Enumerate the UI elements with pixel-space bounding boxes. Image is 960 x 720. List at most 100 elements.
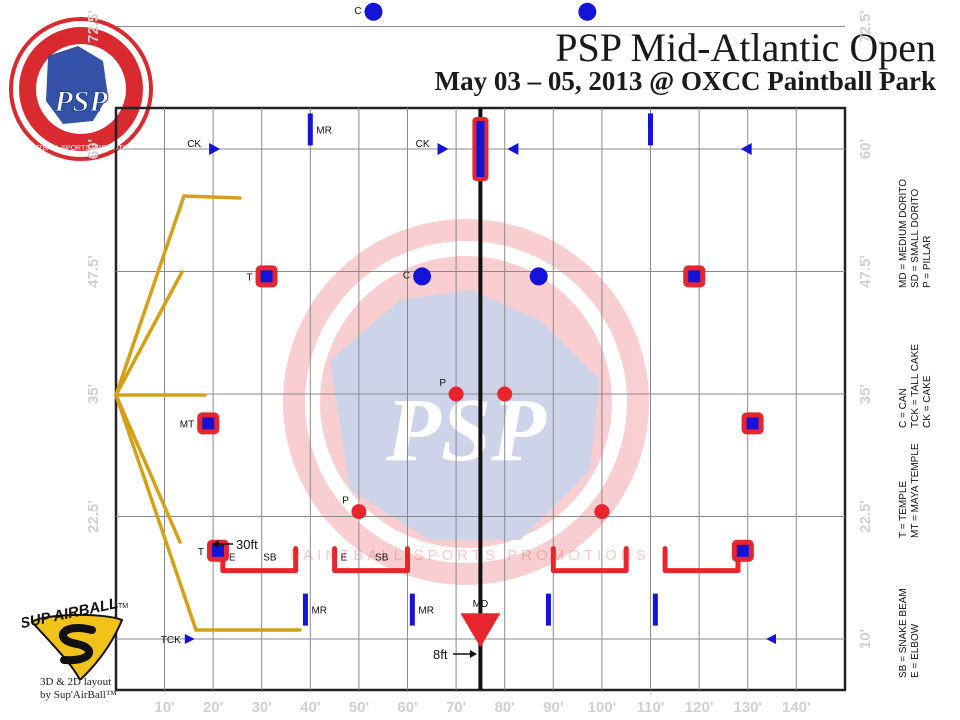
maya-temple (202, 417, 215, 430)
gold-line (114, 270, 184, 397)
y-tick-label-left: 47.5' (85, 255, 102, 288)
gold-line (114, 194, 186, 397)
mini-rail (302, 593, 308, 626)
legend-item: T = TEMPLE (898, 481, 909, 538)
legend-item: MT = MAYA TEMPLE (910, 443, 921, 538)
legend-item: SB = SNAKE BEAM (898, 588, 909, 678)
y-tick-label-left: 60' (85, 139, 102, 159)
snake-beam: E SB (220, 546, 299, 574)
x-tick-label: 60' (397, 699, 417, 716)
snake-beam-label: SB (263, 553, 277, 564)
psp-logo: PSP PAINTBALL SPORTS PROMOTIONS (9, 17, 153, 161)
page-subtitle: May 03 – 05, 2013 @ OXCC Paintball Park (434, 66, 936, 96)
elbow-label: E (229, 553, 236, 564)
gold-distance-lines (114, 194, 302, 632)
x-tick-label: 30' (252, 699, 272, 716)
bunker-label: C (354, 6, 361, 17)
sup-logo-tm: TM (118, 603, 128, 610)
can (529, 267, 548, 286)
maya-temple (746, 417, 759, 430)
bunker-ck (507, 143, 519, 155)
watermark-text: PSP (385, 381, 547, 480)
pillar (497, 386, 513, 402)
credit-line-2: by Sup'AirBall™ (40, 689, 117, 701)
bunker-label: CK (187, 139, 201, 150)
bunker-label: MT (180, 419, 194, 430)
annotation-30ft-text: 30ft (236, 537, 258, 552)
medium-dorito (460, 613, 501, 648)
gold-line (182, 194, 242, 200)
bunker-t (731, 539, 754, 562)
snake-beam-label: SB (375, 553, 389, 564)
cake (507, 143, 519, 155)
snake-beam-shape (662, 546, 741, 574)
gold-line (114, 393, 198, 632)
bunker-p: P (342, 496, 367, 520)
gold-line (114, 393, 182, 544)
credit-line-1: 3D & 2D layout (40, 676, 112, 688)
x-tick-label: 50' (349, 699, 369, 716)
bunker-p: P (439, 378, 464, 402)
axis-labels: 10' 20' 30' 40' 50' 60' 70' 80' 90' 100' 110' 120' 1… (85, 10, 874, 716)
credit-text: 3D & 2D layout by Sup'AirBall™ (40, 676, 117, 702)
x-tick-label: 110' (637, 699, 665, 716)
bunker-label: MR (311, 606, 327, 617)
bunker-p (497, 386, 513, 402)
y-tick-label-right: 60' (857, 139, 874, 159)
psp-logo-ring-text: PAINTBALL SPORTS PROMOTIONS (22, 145, 140, 152)
bunker-mr (652, 593, 658, 626)
psp-logo-text: PSP (53, 85, 108, 118)
y-tick-label-right: 47.5' (857, 255, 874, 288)
watermark-ring-text: PAINTBALL SPORTS PROMOTIONS (290, 547, 649, 564)
bunker-c (578, 2, 597, 21)
bunkers: TCKSDMDMDMTPPCCKMRCKTCPMTPTMRMRTCKMD (161, 2, 776, 648)
x-tick-label: 140' (782, 699, 811, 716)
mini-rail (545, 593, 551, 626)
bunker-tck: TCK (161, 634, 195, 646)
bunker-label: C (403, 270, 410, 281)
y-tick-label-left: 72.5' (85, 10, 102, 43)
bunker-label: T (198, 547, 204, 558)
bunker-t (683, 265, 706, 288)
x-tick-label: 70' (446, 699, 466, 716)
bunker-mr: MR (302, 593, 327, 626)
page-title: PSP Mid-Atlantic Open (555, 25, 936, 70)
sup-airball-logo: SUP AIRBALL TM (22, 595, 128, 680)
field-grid (114, 26, 847, 692)
x-tick-label: 10' (154, 699, 174, 716)
bunker-c: C (354, 2, 383, 21)
legend-item: TCK = TALL CAKE (910, 344, 921, 428)
y-tick-label-right: 10' (857, 629, 874, 649)
snake-beam-shape (332, 546, 410, 574)
y-tick-label-left: 22.5' (85, 500, 102, 533)
bunker-label: P (342, 496, 349, 507)
legend: MD = MEDIUM DORITO SD = SMALL DORITO P = P… (898, 179, 933, 678)
tall-cake (766, 634, 776, 644)
pillar (448, 386, 464, 402)
temple (688, 270, 701, 283)
legend-item: CK = CAKE (922, 375, 933, 428)
legend-item: MD = MEDIUM DORITO (898, 179, 909, 288)
elbow-label: E (341, 553, 348, 564)
bunker-c: C (403, 267, 432, 286)
bunker-label: TCK (161, 635, 181, 646)
y-tick-label-left: 35' (85, 384, 102, 404)
legend-item: P = PILLAR (922, 236, 933, 288)
bunker-label: MR (316, 125, 332, 136)
bunker-label: MD (473, 599, 489, 610)
mini-rail (652, 593, 658, 626)
bunker-label: MR (418, 606, 434, 617)
bunker-mt: MT (180, 412, 220, 435)
cake (209, 143, 221, 155)
legend-item: SD = SMALL DORITO (910, 189, 921, 288)
bunker-t: T (198, 539, 229, 562)
pillar (351, 504, 367, 520)
cake (437, 143, 449, 155)
psp-watermark: PSP (283, 219, 649, 585)
cake (740, 143, 752, 155)
bunker-ck: CK (187, 139, 221, 155)
x-tick-label: 80' (495, 699, 515, 716)
y-tick-label-right: 72.5' (857, 10, 874, 43)
bunker-ck: CK (416, 139, 449, 155)
